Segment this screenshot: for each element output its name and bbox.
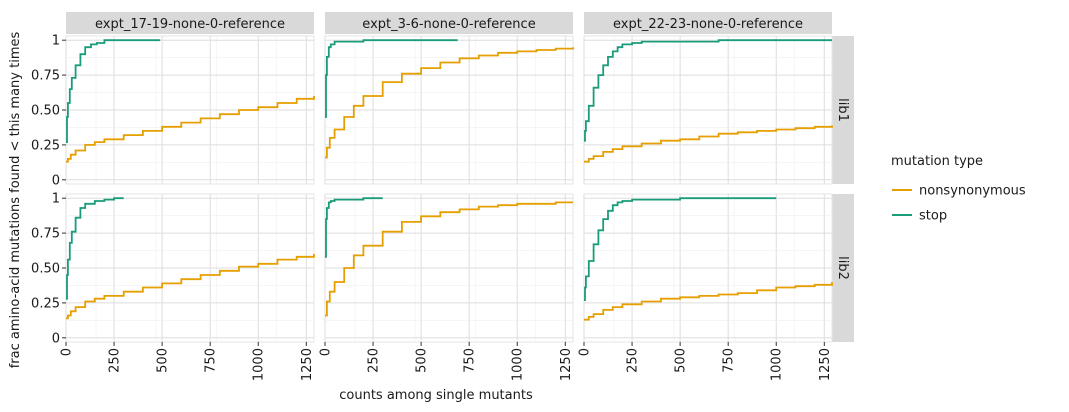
x-tick-label: 1000	[252, 348, 267, 381]
column-strip: expt_22-23-none-0-reference	[584, 12, 832, 34]
row-strip: lib1	[832, 36, 854, 184]
y-tick-label: 0.25	[31, 138, 60, 153]
x-axis-title: counts among single mutants	[339, 388, 533, 403]
x-tick-label: 750	[204, 348, 219, 373]
y-tick-label: 1	[52, 34, 60, 49]
x-tick-label: 250	[108, 348, 123, 373]
facet-panel	[583, 193, 833, 343]
stop-series-line	[66, 197, 124, 300]
stop-series-line	[66, 39, 161, 143]
axes-layer: 0 0.25 0.50 0.75 1 0 0.25 0.50 0.75 1 0 250 500 750 10…	[31, 34, 833, 381]
x-tick-label: 500	[674, 348, 689, 373]
y-tick-label: 0.75	[31, 227, 60, 242]
x-tick-label: 0	[319, 348, 334, 356]
x-tick-label: 1250	[300, 348, 315, 381]
x-tick-label: 1000	[770, 348, 785, 381]
facet-panel	[324, 35, 574, 185]
x-tick-label: 1250	[559, 348, 574, 381]
legend: mutation type nonsynonymous stop	[891, 154, 1026, 224]
nonsynonymous-series-line	[584, 282, 833, 321]
column-strip-bg	[66, 12, 314, 34]
y-tick-label: 0	[52, 331, 60, 346]
column-strip: expt_17-19-none-0-reference	[66, 12, 314, 34]
nonsynonymous-series-line	[325, 47, 574, 159]
stop-series-line	[325, 197, 383, 258]
facet-panel	[65, 35, 315, 185]
x-tick-label: 250	[626, 348, 641, 373]
y-tick-label: 0	[52, 173, 60, 188]
facet-panel	[583, 35, 833, 185]
legend-title: mutation type	[891, 154, 983, 169]
column-strip-label: expt_3-6-none-0-reference	[362, 17, 535, 32]
row-strip-label: lib2	[835, 256, 850, 280]
y-axis-title: frac amino-acid mutations found < this m…	[8, 32, 23, 369]
x-tick-label: 750	[722, 348, 737, 373]
nonsynonymous-series-line	[66, 254, 315, 320]
nonsynonymous-series-line	[584, 125, 833, 163]
column-strip-label: expt_17-19-none-0-reference	[95, 17, 285, 32]
row-strip-bg	[832, 36, 854, 184]
column-strip-label: expt_22-23-none-0-reference	[613, 17, 803, 32]
row-strip: lib2	[832, 194, 854, 342]
y-tick-label: 0.50	[31, 262, 60, 277]
y-tick-label: 0.25	[31, 296, 60, 311]
y-tick-label: 0.50	[31, 104, 60, 119]
x-tick-label: 250	[367, 348, 382, 373]
x-tick-label: 500	[156, 348, 171, 373]
x-tick-label: 0	[578, 348, 593, 356]
x-tick-label: 0	[60, 348, 75, 356]
legend-label-nonsynonymous: nonsynonymous	[919, 184, 1026, 199]
nonsynonymous-series-line	[325, 201, 573, 317]
row-strip-label: lib1	[835, 98, 850, 122]
facet-panel	[65, 193, 315, 343]
legend-entries: nonsynonymous stop	[892, 184, 1026, 224]
stop-series-line	[325, 39, 458, 118]
y-tick-label: 0.75	[31, 69, 60, 84]
x-tick-label: 750	[463, 348, 478, 373]
panels-layer: expt_17-19-none-0-reference expt_3-6-none…	[65, 12, 854, 343]
nonsynonymous-series-line	[66, 96, 315, 163]
stop-series-line	[584, 197, 777, 301]
facet-panel	[324, 193, 574, 343]
y-tick-label: 1	[52, 192, 60, 207]
row-strip-bg	[832, 194, 854, 342]
column-strip-bg	[584, 12, 832, 34]
legend-label-stop: stop	[919, 209, 947, 224]
column-strip-bg	[325, 12, 573, 34]
stop-series-line	[584, 39, 832, 142]
x-tick-label: 500	[415, 348, 430, 373]
x-tick-label: 1250	[818, 348, 833, 381]
column-strip: expt_3-6-none-0-reference	[325, 12, 573, 34]
x-tick-label: 1000	[511, 348, 526, 381]
